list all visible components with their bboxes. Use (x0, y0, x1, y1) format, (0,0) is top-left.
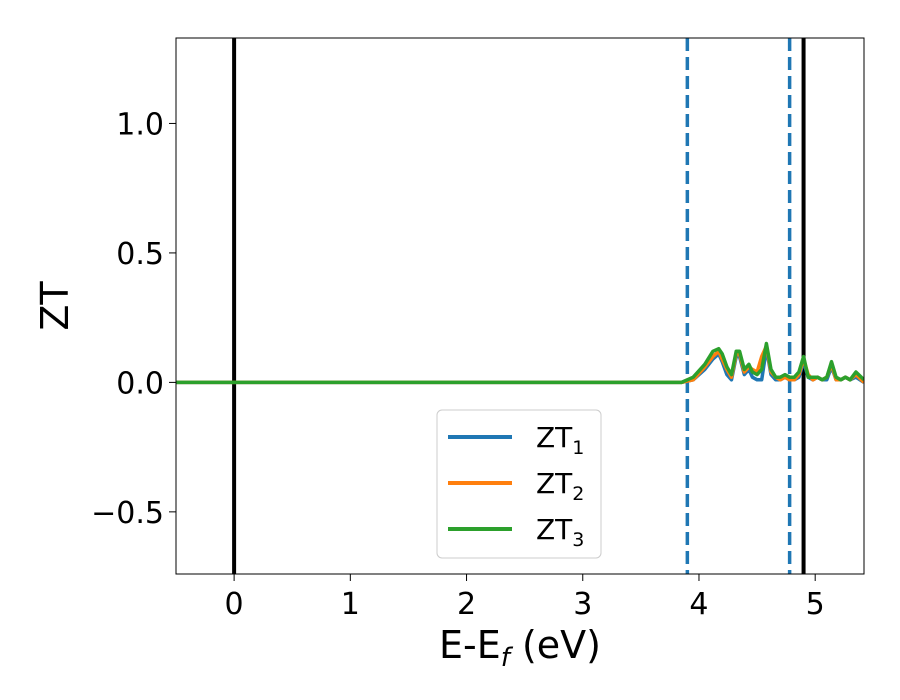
y-axis: −0.5 0.0 0.5 1.0 (91, 107, 176, 531)
legend-label-main: ZT (536, 467, 573, 500)
x-axis-title-main: E-E (439, 623, 501, 667)
y-tick-label: 0.5 (116, 237, 164, 272)
x-tick-label: 2 (457, 587, 476, 622)
legend-label-main: ZT (536, 421, 573, 454)
x-axis: 0 1 2 3 4 5 (225, 574, 825, 622)
y-tick-label: −0.5 (91, 496, 164, 531)
legend-label-sub: 1 (572, 437, 584, 459)
x-tick-label: 3 (573, 587, 592, 622)
legend-label-zt1: ZT1 (536, 421, 584, 459)
legend-label-zt2: ZT2 (536, 467, 584, 505)
x-axis-title: E-Ef (eV) (439, 623, 601, 673)
x-tick-label: 1 (341, 587, 360, 622)
y-tick-label: 1.0 (116, 107, 164, 142)
legend-label-main: ZT (536, 513, 573, 546)
reference-lines (232, 38, 806, 574)
legend-label-zt3: ZT3 (536, 513, 584, 551)
y-tick-label: 0.0 (116, 366, 164, 401)
legend-box (436, 409, 602, 559)
x-tick-label: 0 (225, 587, 244, 622)
legend-label-sub: 3 (572, 529, 584, 551)
x-tick-label: 4 (689, 587, 708, 622)
series-line-zt3 (176, 341, 864, 385)
x-tick-label: 5 (806, 587, 825, 622)
legend-label-sub: 2 (572, 483, 584, 505)
y-axis-title: ZT (33, 281, 77, 331)
plot-frame (175, 37, 865, 575)
x-axis-title-unit: (eV) (510, 623, 601, 667)
series-lines (176, 341, 864, 385)
